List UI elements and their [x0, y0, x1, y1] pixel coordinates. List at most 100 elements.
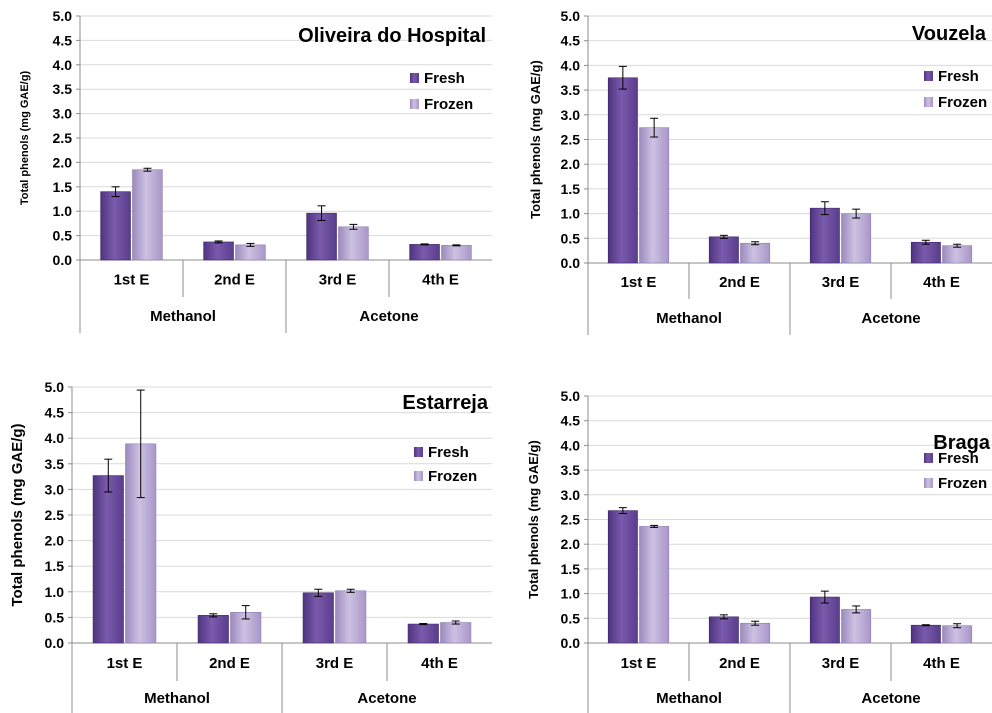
- bar-fresh-4: [910, 624, 941, 644]
- bar-fresh-3: [809, 596, 840, 644]
- y-tick-label: 0.5: [561, 610, 581, 626]
- y-tick-label: 5.0: [561, 8, 581, 24]
- y-tick-label: 3.5: [53, 81, 73, 97]
- x-category-label: 1st E: [114, 272, 150, 289]
- y-tick-label: 4.0: [45, 430, 65, 446]
- y-tick-label: 3.0: [561, 487, 581, 503]
- y-axis-label: Total phenols (mg GAE/g): [528, 60, 543, 219]
- y-tick-label: 0.0: [561, 635, 581, 651]
- x-group-label: Acetone: [357, 690, 416, 707]
- y-tick-label: 2.5: [561, 512, 581, 528]
- y-tick-label: 0.0: [561, 255, 581, 271]
- y-tick-label: 1.0: [561, 586, 581, 602]
- bar-fresh-1: [100, 191, 131, 261]
- x-category-label: 2nd E: [719, 274, 760, 291]
- y-tick-label: 0.0: [53, 252, 73, 268]
- y-tick-label: 3.5: [45, 456, 65, 472]
- legend-label-frozen: Frozen: [938, 94, 987, 111]
- bar-frozen-3: [841, 609, 872, 644]
- y-tick-label: 3.0: [53, 106, 73, 122]
- y-tick-label: 0.0: [45, 635, 65, 651]
- bar-fresh-2: [203, 241, 234, 261]
- legend-swatch-frozen: [924, 478, 933, 488]
- y-tick-label: 0.5: [45, 609, 65, 625]
- x-group-label: Acetone: [861, 690, 920, 707]
- chart-title: Braga: [933, 432, 991, 454]
- y-tick-label: 2.0: [561, 536, 581, 552]
- y-tick-label: 5.0: [53, 8, 73, 24]
- y-tick-label: 1.5: [561, 181, 581, 197]
- bar-fresh-1: [607, 510, 638, 644]
- x-category-label: 4th E: [923, 274, 960, 291]
- x-group-label: Acetone: [861, 310, 920, 327]
- x-group-label: Methanol: [656, 690, 722, 707]
- bar-frozen-4: [441, 245, 472, 261]
- y-tick-label: 2.5: [45, 507, 65, 523]
- y-tick-label: 4.5: [53, 32, 73, 48]
- x-category-label: 1st E: [621, 655, 657, 672]
- chart-panel-4: 0.0 0.5 1.0 1.5 2.0 2.5 3.0 3.5 4.0 4.5 5.0 1st E 2n…: [526, 388, 992, 713]
- bar-frozen-3: [841, 213, 872, 264]
- x-group-label: Methanol: [656, 310, 722, 327]
- legend-label-frozen: Frozen: [938, 475, 987, 492]
- bar-frozen-1: [639, 526, 670, 644]
- y-tick-label: 4.5: [561, 33, 581, 49]
- legend-swatch-fresh: [924, 71, 933, 81]
- x-category-label: 1st E: [621, 274, 657, 291]
- bar-frozen-4: [942, 625, 973, 644]
- y-tick-label: 2.5: [53, 130, 73, 146]
- bar-fresh-4: [910, 241, 941, 264]
- y-tick-label: 2.0: [561, 156, 581, 172]
- x-category-label: 2nd E: [719, 655, 760, 672]
- legend-swatch-fresh: [414, 447, 423, 457]
- y-tick-label: 1.0: [45, 584, 65, 600]
- y-tick-label: 2.5: [561, 132, 581, 148]
- bar-frozen-2: [740, 622, 771, 644]
- y-axis-label: Total phenols (mg GAE/g): [19, 71, 31, 206]
- bar-fresh-4: [407, 623, 439, 644]
- y-tick-label: 1.0: [53, 203, 73, 219]
- chart-panel-3: 0.0 0.5 1.0 1.5 2.0 2.5 3.0 3.5 4.0 4.5 5.0 1st E 2n…: [9, 379, 492, 713]
- x-group-label: Acetone: [359, 308, 418, 325]
- bar-frozen-3: [335, 590, 367, 644]
- y-tick-label: 4.5: [561, 413, 581, 429]
- bar-fresh-3: [302, 592, 334, 644]
- bar-frozen-3: [338, 226, 369, 261]
- chart-title: Estarreja: [402, 392, 488, 414]
- y-axis-label: Total phenols (mg GAE/g): [526, 440, 541, 599]
- y-tick-label: 4.5: [45, 405, 65, 421]
- x-category-label: 2nd E: [209, 655, 250, 672]
- y-tick-label: 3.5: [561, 82, 581, 98]
- x-category-label: 3rd E: [822, 274, 860, 291]
- legend-swatch-frozen: [410, 99, 419, 109]
- legend-label-fresh: Fresh: [938, 450, 979, 467]
- x-group-label: Methanol: [150, 308, 216, 325]
- y-tick-label: 5.0: [45, 379, 65, 395]
- y-tick-label: 3.0: [561, 107, 581, 123]
- y-tick-label: 1.0: [561, 206, 581, 222]
- x-category-label: 3rd E: [822, 655, 860, 672]
- chart-panel-2: 0.0 0.5 1.0 1.5 2.0 2.5 3.0 3.5 4.0 4.5 5.0 1st E 2n…: [528, 8, 992, 335]
- bar-fresh-3: [809, 207, 840, 264]
- x-category-label: 4th E: [421, 655, 458, 672]
- y-tick-label: 2.0: [53, 154, 73, 170]
- y-tick-label: 3.0: [45, 481, 65, 497]
- legend-label-fresh: Fresh: [424, 70, 465, 87]
- y-tick-label: 3.5: [561, 462, 581, 478]
- y-tick-label: 1.5: [45, 558, 65, 574]
- bar-fresh-2: [708, 236, 739, 264]
- bar-fresh-1: [92, 475, 124, 644]
- legend-label-frozen: Frozen: [424, 96, 473, 113]
- x-category-label: 2nd E: [214, 272, 255, 289]
- y-tick-label: 2.0: [45, 533, 65, 549]
- y-tick-label: 4.0: [561, 57, 581, 73]
- bar-fresh-1: [607, 77, 638, 264]
- bar-fresh-2: [708, 616, 739, 644]
- x-category-label: 4th E: [923, 655, 960, 672]
- legend-swatch-fresh: [924, 453, 933, 463]
- bar-frozen-2: [740, 242, 771, 264]
- y-tick-label: 4.0: [53, 57, 73, 73]
- chart-title: Vouzela: [912, 23, 987, 45]
- bar-fresh-4: [409, 244, 440, 261]
- chart-panel-1: 0.0 0.5 1.0 1.5 2.0 2.5 3.0 3.5 4.0 4.5 5.0 1st E 2n…: [19, 8, 492, 333]
